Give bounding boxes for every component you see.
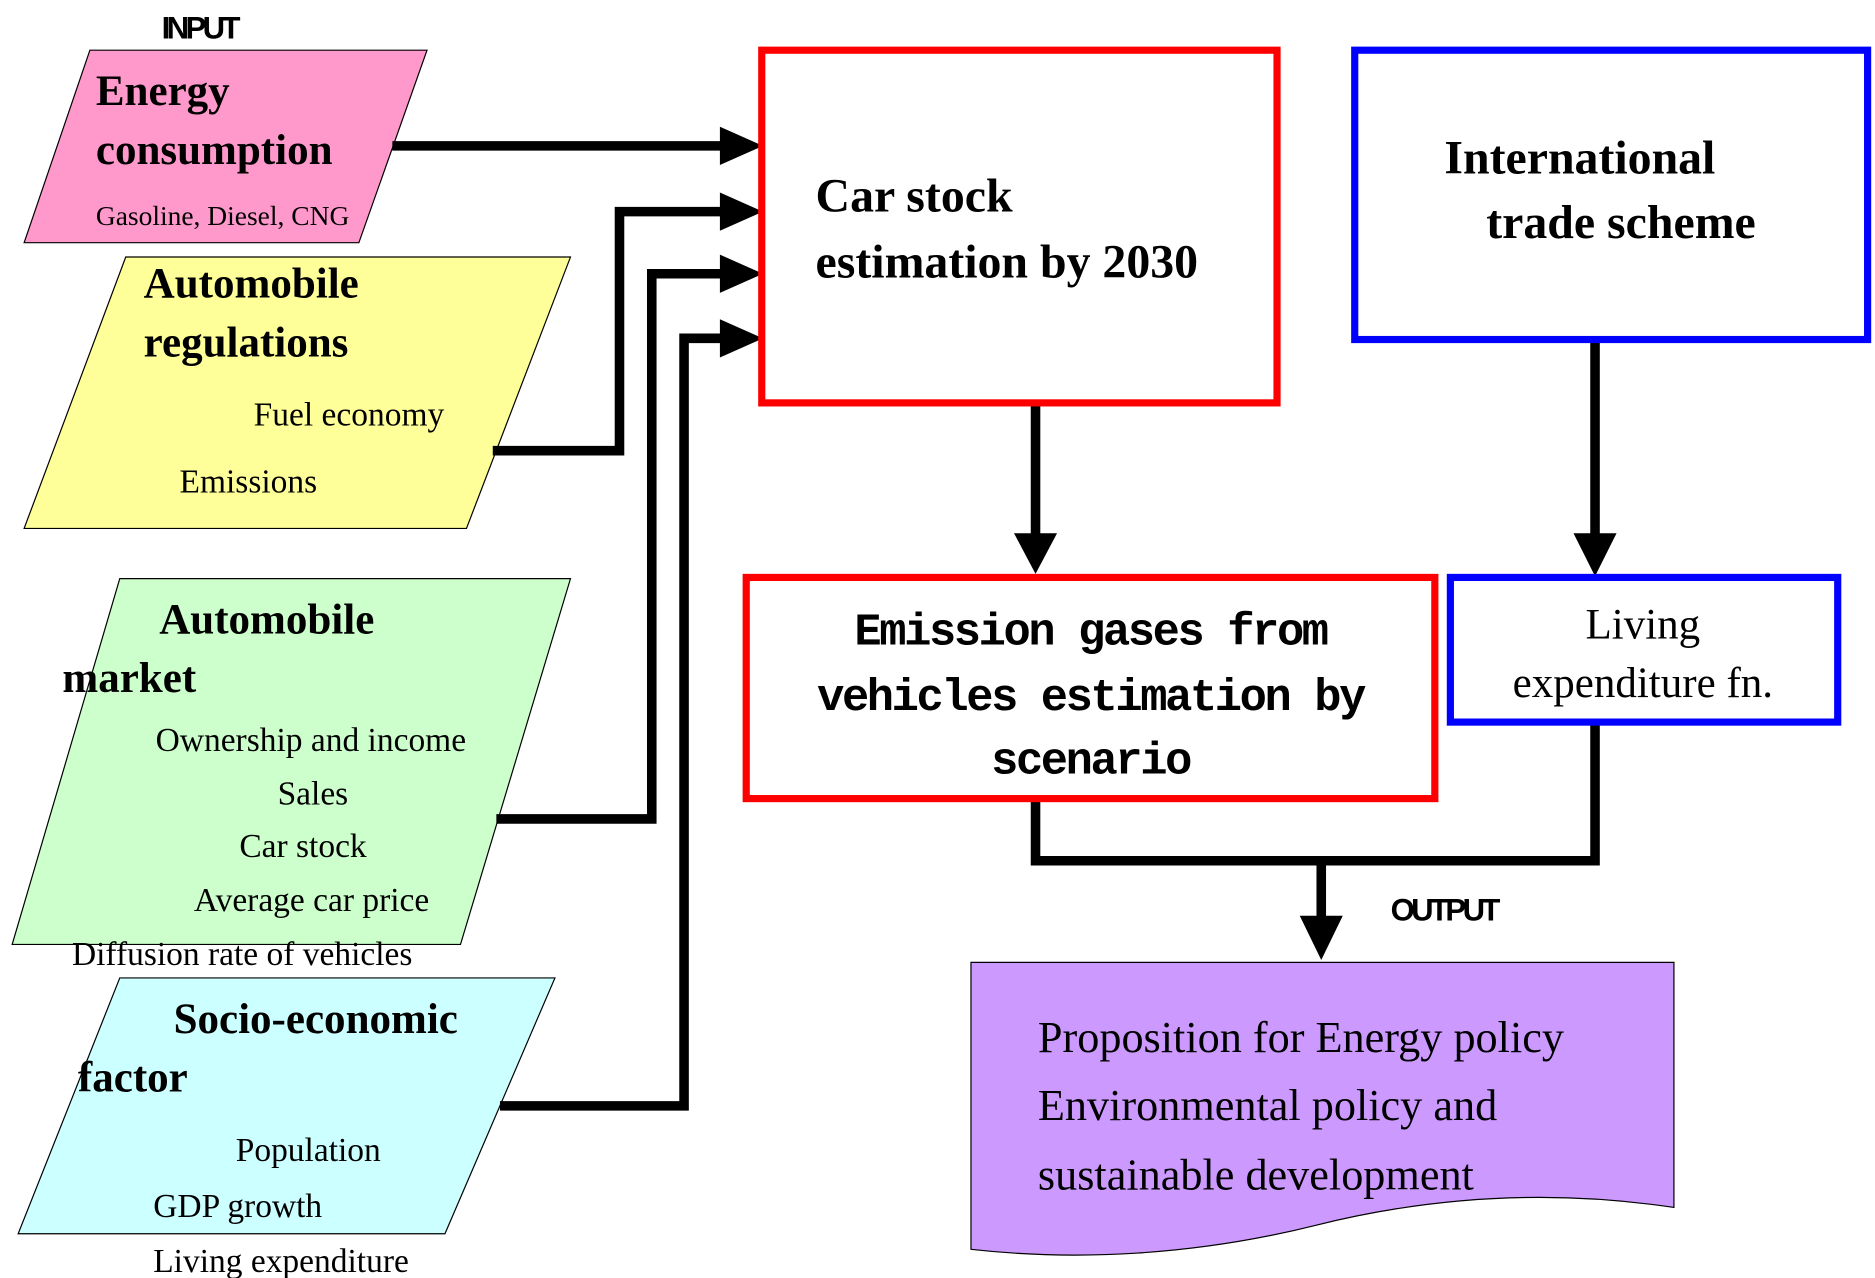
input-label: INPUT: [162, 10, 241, 45]
input-title: Automobile: [159, 597, 374, 644]
car-stock-box: [758, 46, 1281, 407]
input-title: Socio-economic: [174, 996, 458, 1043]
output-text: Proposition for Energy policy: [1038, 1013, 1564, 1062]
input-title: factor: [78, 1055, 188, 1102]
output-text: Environmental policy and: [1038, 1081, 1497, 1130]
box-text: scenario: [991, 735, 1191, 787]
output-document: [970, 961, 1675, 1256]
input-item: Car stock: [239, 828, 367, 865]
box-text: vehicles estimation by: [817, 672, 1366, 724]
input-shape: [11, 578, 572, 946]
input-title: regulations: [144, 319, 349, 366]
output-text: sustainable development: [1038, 1151, 1475, 1200]
input-title: consumption: [96, 127, 333, 174]
input-title: Energy: [96, 68, 230, 115]
input-item: Fuel economy: [254, 397, 445, 434]
living-box: [1446, 573, 1842, 726]
box-text: Living: [1585, 601, 1700, 648]
input-shape: [23, 49, 428, 244]
input-title: market: [62, 655, 196, 702]
input-shape: [23, 256, 572, 530]
box-text: estimation by 2030: [816, 235, 1198, 288]
box-text: trade scheme: [1486, 196, 1756, 249]
input-item: Emissions: [180, 464, 318, 501]
box-text: International: [1444, 131, 1715, 184]
trade-box: [1351, 46, 1872, 344]
input-item: Sales: [278, 776, 349, 813]
input-item: Gasoline, Diesel, CNG: [96, 201, 349, 231]
input-item: GDP growth: [153, 1188, 322, 1225]
output-label: OUTPUT: [1391, 893, 1501, 928]
box-text: Emission gases from: [854, 606, 1327, 658]
box-text: expenditure fn.: [1513, 660, 1773, 707]
box-text: Car stock: [816, 170, 1013, 223]
input-title: Automobile: [144, 261, 359, 308]
input-item: Ownership and income: [156, 722, 466, 759]
input-item: Population: [236, 1132, 381, 1169]
emission-box: [742, 573, 1439, 803]
connectors: [392, 126, 1617, 1111]
input-item: Average car price: [194, 882, 429, 919]
input-item: Diffusion rate of vehicles: [72, 936, 412, 973]
input-shape: [17, 977, 556, 1235]
input-item: Living expenditure: [153, 1243, 409, 1278]
